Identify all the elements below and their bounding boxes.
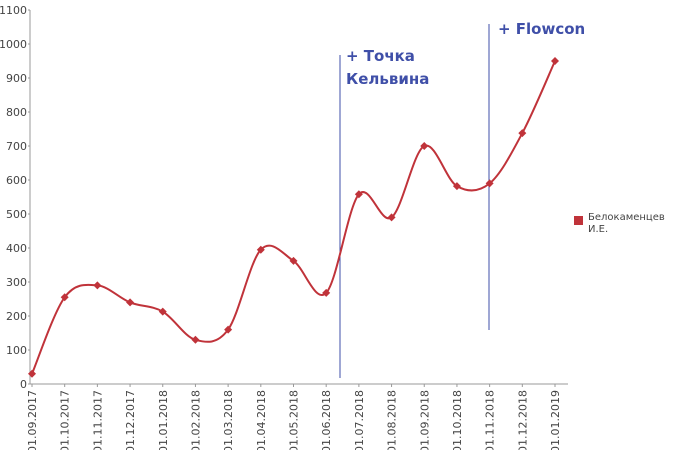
legend-label: Белокаменцев И.Е.: [588, 212, 665, 235]
x-tick-label: 01.09.2018: [418, 390, 431, 450]
x-tick-label: 01.03.2018: [222, 390, 235, 450]
y-tick-label: 800: [6, 106, 27, 119]
marker: [354, 190, 363, 199]
x-tick-label: 01.10.2018: [451, 390, 464, 450]
x-tick-label: 01.05.2018: [288, 390, 301, 450]
marker: [485, 179, 494, 188]
annotation: Кельвина: [346, 70, 429, 88]
x-tick-label: 01.11.2017: [91, 390, 104, 450]
legend-swatch: [574, 216, 583, 225]
annotation: + Flowcon: [498, 20, 585, 38]
line: [31, 60, 556, 375]
marker: [93, 281, 102, 290]
x-tick-label: 01.11.2018: [484, 390, 497, 450]
y-tick-label: 0: [20, 378, 27, 391]
y-tick-label: 1000: [0, 38, 27, 51]
x-tick-label: 01.01.2018: [157, 390, 170, 450]
marker: [518, 129, 527, 138]
y-tick-label: 900: [6, 72, 27, 85]
y-tick-label: 300: [6, 276, 27, 289]
marker: [158, 307, 167, 316]
marker: [126, 298, 135, 307]
y-tick-label: 100: [6, 344, 27, 357]
annotation: + Точка: [346, 47, 415, 65]
x-tick-label: 01.12.2017: [124, 390, 137, 450]
marker: [551, 57, 559, 65]
x-tick-label: 01.08.2018: [386, 390, 399, 450]
marker: [256, 245, 265, 254]
x-tick-label: 01.02.2018: [189, 390, 202, 450]
marker: [420, 142, 429, 150]
x-tick-label: 01.04.2018: [255, 390, 268, 450]
y-tick-label: 1100: [0, 4, 27, 17]
y-tick-label: 200: [6, 310, 27, 323]
x-tick-label: 01.09.2017: [26, 390, 39, 450]
y-tick-label: 600: [6, 174, 27, 187]
marker: [60, 293, 69, 302]
marker: [289, 256, 298, 265]
y-tick-label: 400: [6, 242, 27, 255]
legend: Белокаменцев И.Е.: [574, 212, 673, 236]
x-tick-label: 01.07.2018: [353, 390, 366, 450]
marker: [452, 182, 461, 191]
marker: [322, 288, 331, 297]
x-tick-label: 01.01.2019: [549, 390, 562, 450]
marker: [191, 335, 200, 344]
x-tick-label: 01.06.2018: [320, 390, 333, 450]
x-tick-label: 01.10.2017: [59, 390, 72, 450]
x-tick-label: 01.12.2018: [516, 390, 529, 450]
marker: [28, 369, 36, 378]
y-tick-label: 500: [6, 208, 27, 221]
marker: [224, 325, 233, 334]
y-tick-label: 700: [6, 140, 27, 153]
marker: [387, 213, 396, 222]
